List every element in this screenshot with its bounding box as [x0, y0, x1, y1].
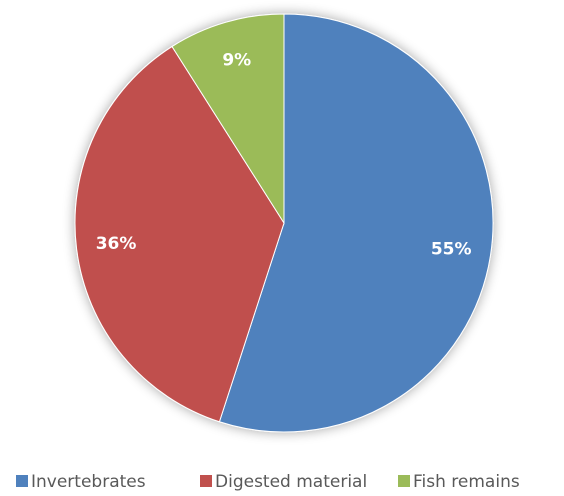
- legend-swatch: [16, 475, 28, 487]
- pie-slice: [171, 13, 285, 225]
- pie: [74, 13, 494, 433]
- data-label: 55%: [431, 239, 472, 259]
- legend-label: Fish remains: [413, 472, 520, 492]
- pie-slice: [74, 45, 285, 423]
- pie-slice: [218, 13, 494, 433]
- legend-label: Invertebrates: [31, 472, 146, 492]
- legend-label: Digested material: [215, 472, 367, 492]
- legend-swatch: [200, 475, 212, 487]
- data-label: 36%: [96, 234, 137, 254]
- data-label: 9%: [222, 50, 251, 70]
- legend-swatch: [398, 475, 410, 487]
